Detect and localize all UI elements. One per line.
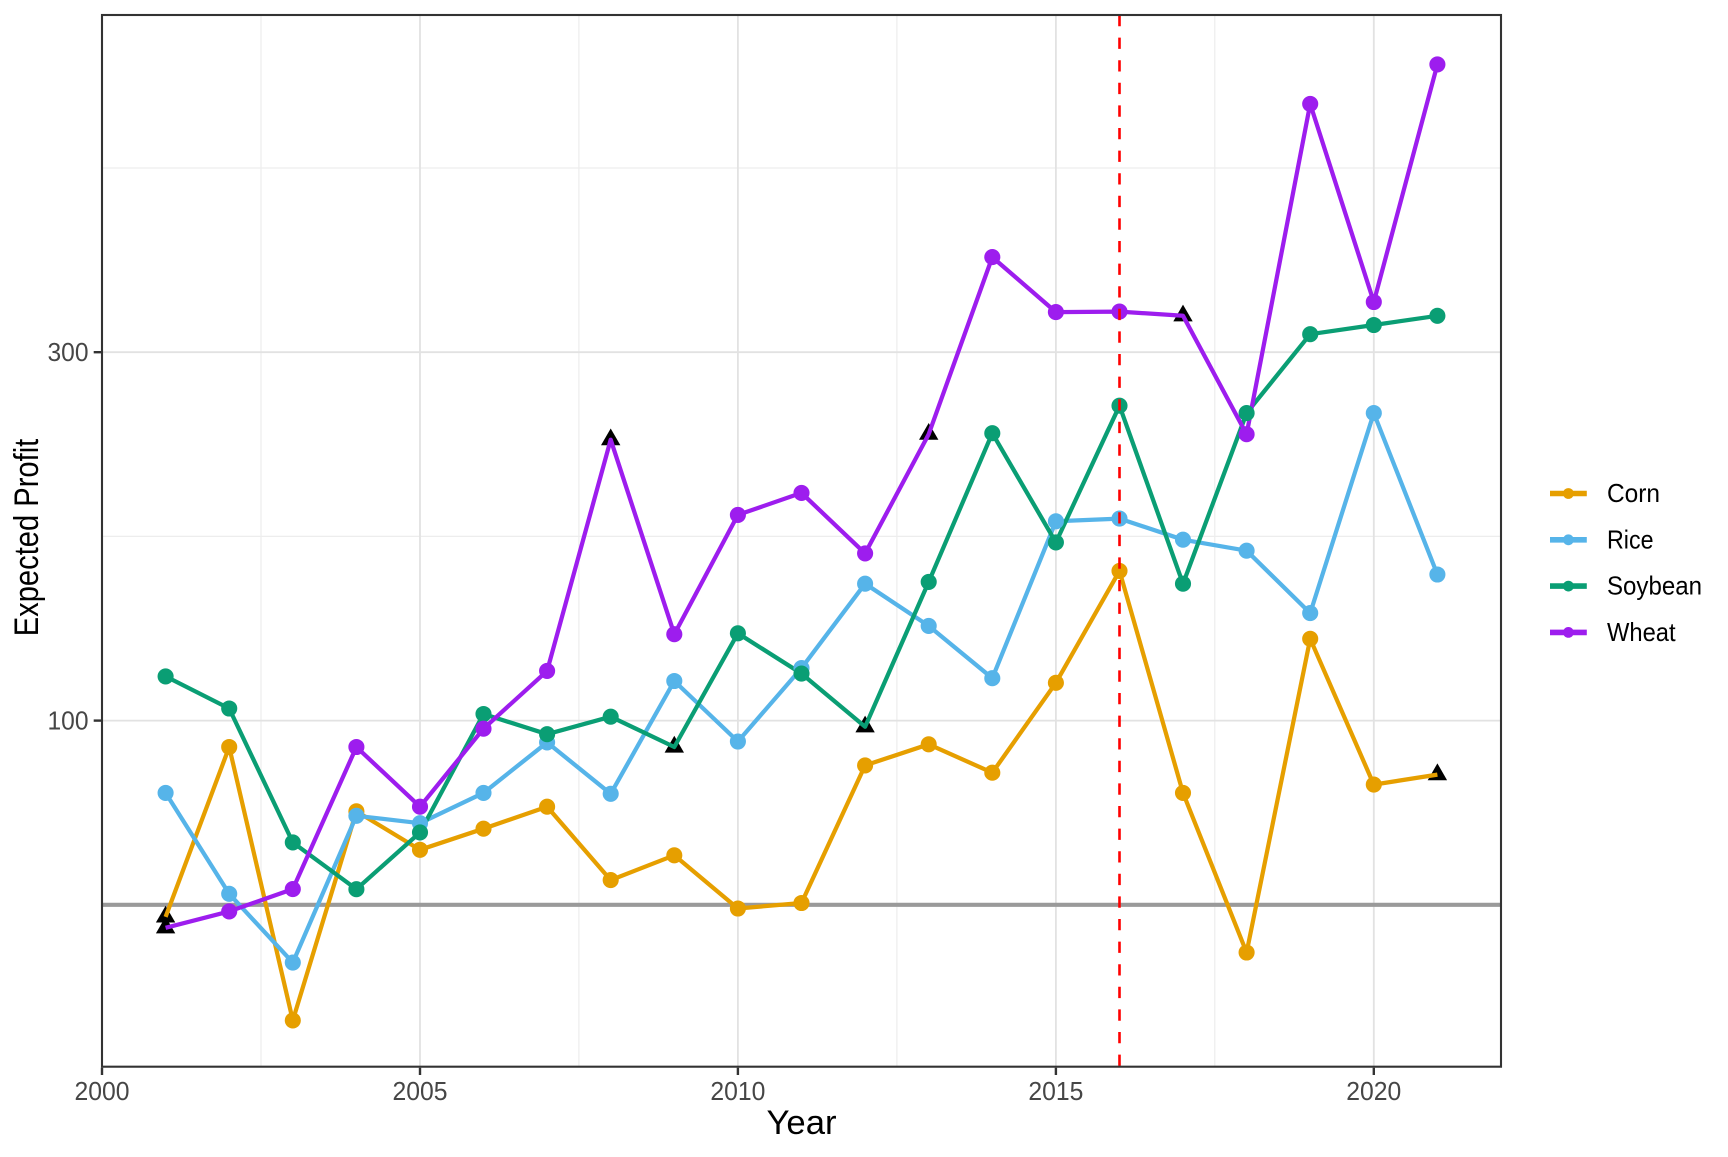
svg-text:2000: 2000: [75, 1076, 130, 1106]
svg-text:Expected Profit: Expected Profit: [8, 438, 46, 636]
svg-text:100: 100: [48, 706, 89, 736]
svg-text:2010: 2010: [710, 1076, 765, 1106]
svg-text:2020: 2020: [1346, 1076, 1401, 1106]
svg-text:2015: 2015: [1028, 1076, 1083, 1106]
svg-text:Year: Year: [767, 1104, 837, 1142]
svg-text:Soybean: Soybean: [1607, 571, 1702, 601]
svg-text:Corn: Corn: [1607, 478, 1660, 508]
svg-text:300: 300: [48, 337, 89, 367]
svg-text:Wheat: Wheat: [1607, 617, 1676, 647]
svg-text:2005: 2005: [393, 1076, 448, 1106]
svg-text:Rice: Rice: [1607, 524, 1654, 554]
